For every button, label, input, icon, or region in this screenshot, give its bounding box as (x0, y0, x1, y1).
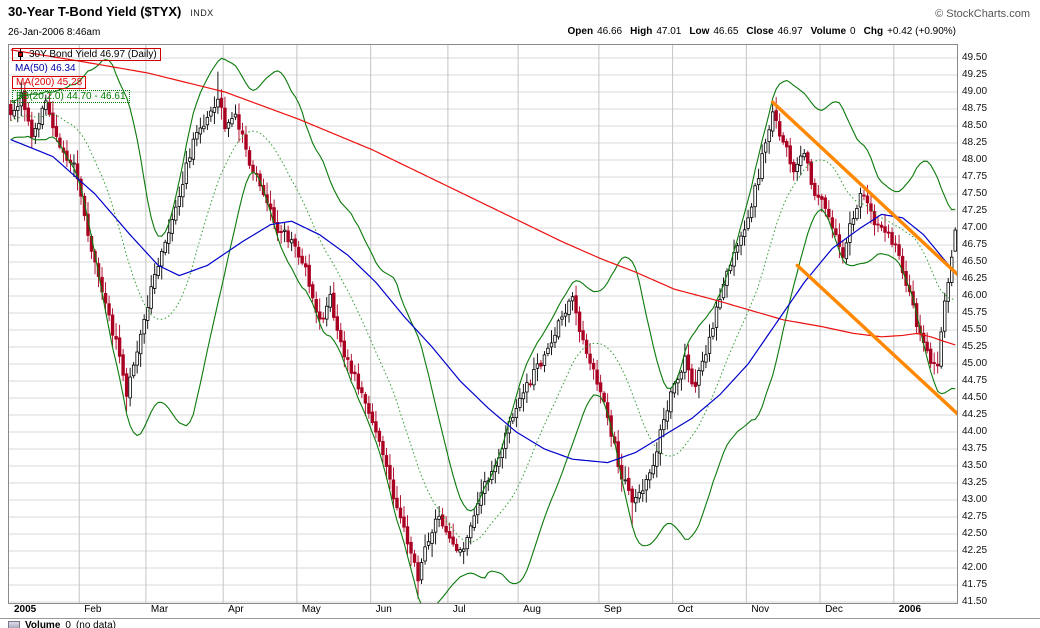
y-axis-label: 47.25 (962, 205, 988, 216)
legend-text: BB(20,2.0) 44.70 - 46.61 (16, 90, 126, 102)
legend-row: MA(200) 45.28 (12, 76, 87, 89)
chart-title: 30-Year T-Bond Yield ($TYX) (8, 4, 182, 19)
x-axis-label: Oct (677, 604, 694, 615)
stockcharts-copyright: © StockCharts.com (935, 8, 1030, 20)
x-axis: 2005 Feb Mar Apr May Jun Jul Aug Sep Oct Nov Dec 200… (8, 604, 956, 618)
x-axis-label: 2005 (14, 604, 37, 615)
x-axis-label: Jun (375, 604, 392, 615)
ohlc-label: Volume (810, 26, 847, 37)
y-axis-label: 44.50 (962, 392, 988, 403)
volume-note: (no data) (75, 620, 116, 628)
y-axis: 49.50 49.25 49.00 48.75 48.50 48.25 48.00 47.75… (962, 44, 1038, 607)
y-axis-label: 48.00 (962, 154, 988, 165)
ohlc-label: Close (746, 26, 774, 37)
ohlc-value: 47.01 (656, 26, 682, 37)
y-axis-label: 42.75 (962, 511, 988, 522)
y-axis-label: 44.00 (962, 426, 988, 437)
ohlc-value: 46.66 (597, 26, 623, 37)
ohlc-readout: Open 46.66 High 47.01 Low 46.65 Close 46.97 Volu… (8, 26, 956, 37)
y-axis-label: 47.00 (962, 222, 988, 233)
x-axis-label: Feb (84, 604, 102, 615)
ohlc-label: Chg (863, 26, 884, 37)
price-plot-area: 30Y Bond Yield 46.97 (Daily) MA(50) 46.34… (8, 44, 958, 604)
volume-panel-icon (8, 621, 20, 628)
y-axis-label: 48.75 (962, 103, 988, 114)
y-axis-label: 48.50 (962, 120, 988, 131)
ohlc-value: 46.65 (713, 26, 739, 37)
y-axis-label: 41.75 (962, 579, 988, 590)
volume-label: Volume (25, 620, 61, 628)
price-chart-svg (9, 45, 957, 603)
x-axis-label: May (301, 604, 321, 615)
y-axis-label: 45.00 (962, 358, 988, 369)
y-axis-label: 49.00 (962, 86, 988, 97)
volume-value: 0 (65, 620, 71, 628)
y-axis-label: 48.25 (962, 137, 988, 148)
ohlc-value: +0.42 (+0.90%) (887, 26, 956, 37)
y-axis-label: 43.50 (962, 460, 988, 471)
legend-text: MA(200) 45.28 (16, 76, 83, 88)
volume-panel: Volume 0 (no data) (0, 618, 1040, 628)
header: 30-Year T-Bond Yield ($TYX) INDX (8, 4, 214, 19)
y-axis-label: 46.50 (962, 256, 988, 267)
ohlc-value: 0 (850, 26, 856, 37)
x-axis-label: Sep (603, 604, 622, 615)
y-axis-label: 45.25 (962, 341, 988, 352)
y-axis-label: 43.25 (962, 477, 988, 488)
chart-legend: 30Y Bond Yield 46.97 (Daily) MA(50) 46.34… (12, 48, 161, 104)
ohlc-label: High (630, 26, 653, 37)
ohlc-label: Low (689, 26, 710, 37)
y-axis-label: 45.50 (962, 324, 988, 335)
y-axis-label: 42.25 (962, 545, 988, 556)
chart-datetime: 26-Jan-2006 8:46am (8, 27, 101, 38)
legend-row: 30Y Bond Yield 46.97 (Daily) (12, 48, 161, 61)
x-axis-label: Nov (751, 604, 770, 615)
y-axis-label: 44.25 (962, 409, 988, 420)
y-axis-label: 43.75 (962, 443, 988, 454)
y-axis-label: 42.50 (962, 528, 988, 539)
legend-text: 30Y Bond Yield 46.97 (Daily) (29, 48, 157, 60)
y-axis-label: 41.50 (962, 596, 988, 607)
y-axis-label: 46.75 (962, 239, 988, 250)
y-axis-label: 44.75 (962, 375, 988, 386)
y-axis-label: 49.25 (962, 69, 988, 80)
legend-text: MA(50) 46.34 (15, 62, 76, 74)
x-axis-label: Mar (150, 604, 169, 615)
x-axis-label: Jul (452, 604, 466, 615)
y-axis-label: 47.50 (962, 188, 988, 199)
y-axis-label: 49.50 (962, 52, 988, 63)
y-axis-label: 47.75 (962, 171, 988, 182)
x-axis-label: Aug (523, 604, 541, 615)
y-axis-label: 45.75 (962, 307, 988, 318)
x-axis-label: 2006 (898, 604, 922, 615)
x-axis-label: Apr (228, 604, 244, 615)
legend-row: BB(20,2.0) 44.70 - 46.61 (12, 90, 130, 103)
y-axis-label: 42.00 (962, 562, 988, 573)
y-axis-label: 46.00 (962, 290, 988, 301)
legend-row: MA(50) 46.34 (12, 62, 79, 75)
index-tag: INDX (190, 8, 214, 18)
candlestick-icon (16, 49, 25, 60)
ohlc-label: Open (567, 26, 594, 37)
y-axis-label: 46.25 (962, 273, 988, 284)
ohlc-value: 46.97 (777, 26, 803, 37)
x-axis-label: Dec (825, 604, 843, 615)
y-axis-label: 43.00 (962, 494, 988, 505)
